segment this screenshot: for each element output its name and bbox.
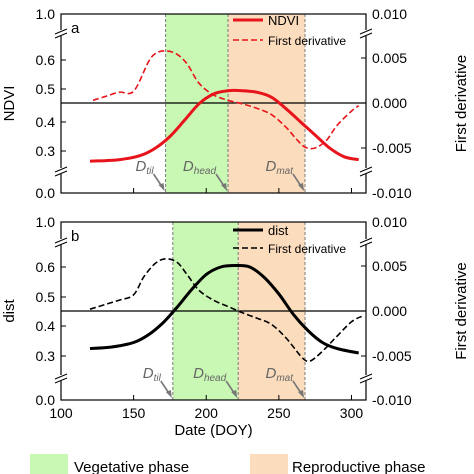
marker-til: Dtil (135, 158, 165, 191)
y-axis-label-b: dist (1, 298, 18, 322)
reproductive-phase-label: Reproductive phase (292, 459, 425, 474)
y2-tick-label: 0.010 (372, 214, 407, 230)
legend-b: dist First derivative (233, 223, 346, 256)
legend-a: NDVI First derivative (233, 13, 346, 48)
y2-tick-label: 0.010 (372, 6, 407, 22)
series-layer-b (89, 257, 362, 363)
marker-arrowhead-til (165, 390, 172, 398)
y-tick-label: 1.0 (36, 214, 56, 230)
axis-break-mark (54, 237, 68, 244)
y-tick-label: 0.3 (36, 348, 56, 364)
marker-mat: Dmat (265, 158, 304, 191)
vegetative-phase-swatch (30, 454, 68, 474)
marker-label-til: Dtil (135, 158, 154, 177)
series-derivative-line-b (89, 257, 362, 363)
y-tick-label: 0.0 (36, 185, 56, 201)
series-line-a (89, 88, 360, 163)
x-axis-label: Date (DOY) (174, 422, 252, 439)
axis-ticks-a: 0.0 0.3 0.4 0.5 0.6 1.0 0.010 0.005 0.000 -0.005 -… (36, 6, 412, 201)
axis-break (360, 30, 372, 36)
axis-break-mark (359, 373, 373, 380)
axis-break-mark (359, 377, 373, 384)
y-tick-label: 0.6 (36, 259, 56, 275)
y2-axis-label-a: First derivative (453, 55, 470, 153)
axis-break-mark (54, 241, 68, 248)
y2-tick-label: -0.005 (372, 348, 412, 364)
series-line-b (89, 263, 359, 355)
x-tick-label: 150 (122, 405, 146, 421)
marker-arrowhead-head (221, 183, 228, 191)
marker-arrowhead-mat (298, 183, 304, 191)
axis-break-mark (54, 377, 68, 384)
phase-legend: Vegetative phase Reproductive phase (30, 454, 425, 474)
y-tick-label: 0.4 (36, 114, 56, 130)
y2-tick-label: 0.005 (372, 258, 407, 274)
marker-arrowhead-mat (298, 390, 304, 398)
y-tick-label: 1.0 (36, 6, 56, 22)
axis-break (55, 375, 67, 381)
y2-tick-label: -0.005 (372, 140, 412, 156)
axis-break (360, 239, 372, 245)
axis-break-mark (54, 166, 68, 173)
axis-break-mark (54, 32, 68, 39)
panel-label-a: a (71, 20, 80, 37)
y-tick-label: 0.4 (36, 318, 56, 334)
marker-label-head: Dhead (193, 365, 227, 384)
y-tick-label: 0.3 (36, 143, 56, 159)
y-tick-label: 0.5 (36, 289, 56, 305)
reproductive-phase-swatch (250, 454, 288, 474)
y2-tick-label: 0.000 (372, 95, 407, 111)
marker-arrowhead-head (231, 390, 238, 398)
axis-break-mark (54, 28, 68, 35)
y2-tick-label: -0.010 (372, 392, 412, 408)
legend-label-ndvi: NDVI (268, 13, 299, 28)
axis-break (55, 168, 67, 174)
x-tick-label: 250 (267, 405, 291, 421)
axis-break (55, 239, 67, 245)
marker-mat: Dmat (265, 365, 304, 398)
axis-break-mark (359, 166, 373, 173)
vegetative-phase-label: Vegetative phase (74, 459, 189, 474)
axis-break-mark (54, 373, 68, 380)
y2-tick-label: 0.005 (372, 50, 407, 66)
x-tick-label: 200 (195, 405, 219, 421)
y2-tick-label: 0.000 (372, 303, 407, 319)
y-tick-label: 0.6 (36, 52, 56, 68)
y-tick-label: 0.0 (36, 392, 56, 408)
axis-break-mark (359, 170, 373, 177)
axis-break-mark (359, 28, 373, 35)
legend-label-derivative-a: First derivative (268, 34, 346, 48)
y2-axis-label-b: First derivative (453, 262, 470, 360)
series-derivative-line-a (92, 49, 360, 150)
y2-tick-label: -0.010 (372, 185, 412, 201)
axis-break (360, 375, 372, 381)
y-tick-label: 0.5 (36, 81, 56, 97)
axis-break-mark (359, 32, 373, 39)
marker-til: Dtil (143, 365, 172, 398)
axis-break-mark (54, 170, 68, 177)
x-tick-label: 100 (49, 405, 73, 421)
marker-label-mat: Dmat (265, 365, 294, 384)
axis-break (55, 30, 67, 36)
panel-a: 0.0 0.3 0.4 0.5 0.6 1.0 0.010 0.005 0.000 -0.005 -… (1, 6, 470, 201)
axis-ticks-b: 0.0 0.3 0.4 0.5 0.6 1.0 0.010 0.005 0.000 -0.005 -… (36, 214, 412, 421)
marker-arrowhead-til (158, 183, 165, 191)
panel-b: 0.0 0.3 0.4 0.5 0.6 1.0 0.010 0.005 0.000 -0.005 -… (1, 214, 470, 439)
marker-label-til: Dtil (143, 365, 162, 384)
axis-break (360, 168, 372, 174)
axis-break-mark (359, 237, 373, 244)
marker-label-head: Dhead (183, 158, 217, 177)
y-axis-label-a: NDVI (1, 86, 18, 122)
marker-head: Dhead (193, 365, 238, 398)
series-layer-a (89, 49, 360, 163)
legend-label-dist: dist (268, 223, 289, 238)
marker-head: Dhead (183, 158, 228, 191)
marker-label-mat: Dmat (265, 158, 294, 177)
x-tick-label: 300 (340, 405, 364, 421)
panel-label-b: b (71, 228, 79, 245)
legend-label-derivative-b: First derivative (268, 242, 346, 256)
axis-break-mark (359, 241, 373, 248)
